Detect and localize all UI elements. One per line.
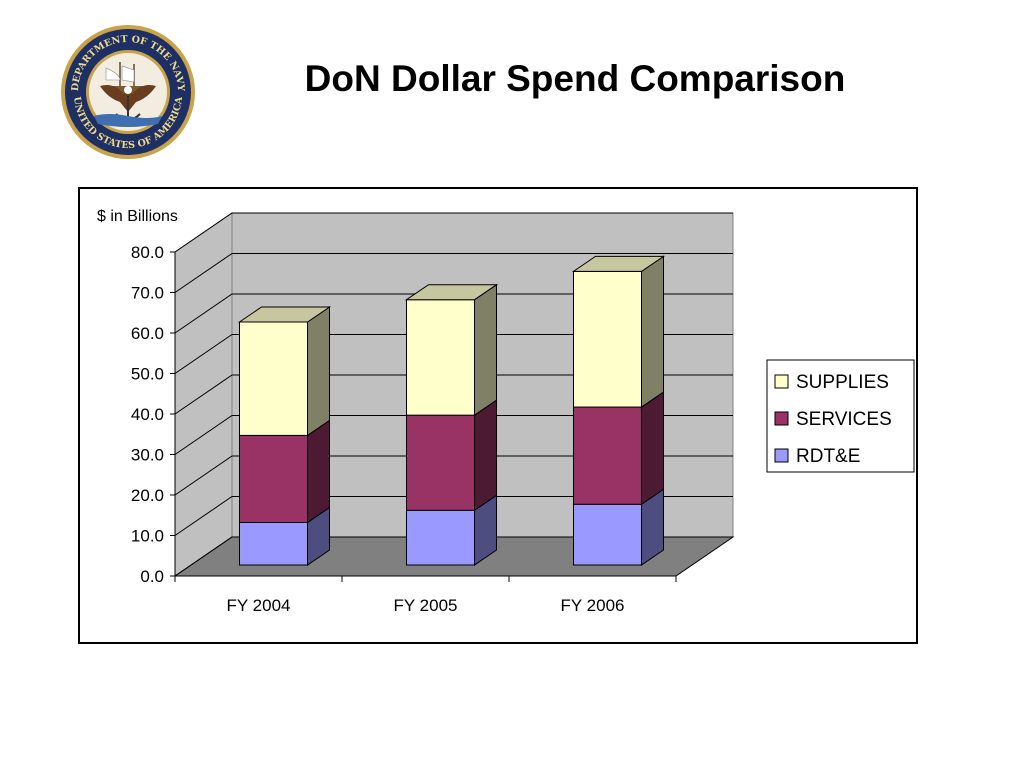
bar-side [307, 306, 330, 437]
legend-item: SUPPLIES [774, 372, 889, 393]
y-tick-label: 40.0 [131, 405, 164, 424]
bar-front [239, 434, 308, 523]
bar-top [571, 255, 666, 272]
chart-frame: 0.0 10.0 20.0 30.0 40.0 50.0 60.0 70.0 80.0 $ in … [78, 187, 918, 644]
bar-top [237, 306, 332, 323]
legend: SUPPLIES SERVICES RDT&E [766, 359, 915, 473]
bar-segment [571, 255, 666, 408]
slide-title: DoN Dollar Spend Comparison [304, 58, 846, 99]
bar-segment [406, 494, 497, 566]
bar-segment [404, 283, 499, 417]
y-tick-label: 70.0 [131, 284, 164, 303]
bar-front [406, 509, 475, 566]
legend-swatch [774, 374, 789, 389]
gridline [174, 536, 733, 577]
gridline [174, 496, 733, 536]
navy-seal-logo: DEPARTMENT OF THE NAVY UNITED STATES OF … [61, 25, 195, 159]
bar-side [641, 391, 664, 506]
y-axis-label: $ in Billions [97, 208, 178, 225]
y-tick-label: 10.0 [131, 527, 164, 546]
legend-swatch [774, 411, 789, 426]
legend-label: SERVICES [796, 409, 892, 430]
x-tick-label: FY 2005 [394, 596, 458, 615]
y-tick-label: 60.0 [131, 324, 164, 343]
gridline [174, 253, 733, 293]
bar-front [239, 321, 308, 436]
bar-segment [573, 488, 664, 566]
gridline [174, 415, 733, 455]
y-tick-label: 50.0 [131, 365, 164, 384]
y-tick-label: 30.0 [131, 446, 164, 465]
bar-side [641, 255, 664, 408]
bar-stack [571, 255, 666, 566]
bar-top [404, 284, 499, 301]
legend-label: SUPPLIES [796, 372, 889, 393]
y-tick-label: 80.0 [131, 243, 164, 262]
gridline [174, 374, 733, 415]
stacked-3d-bar-chart: 0.0 10.0 20.0 30.0 40.0 50.0 60.0 70.0 80.0 $ in … [97, 208, 915, 615]
bar-front [239, 521, 308, 566]
bar-front [406, 414, 475, 511]
legend-box [766, 359, 915, 473]
bar-stack [237, 306, 332, 566]
bar-segment [239, 506, 330, 566]
bar-segment [573, 391, 664, 506]
bar-side [474, 399, 497, 512]
bar-front [573, 406, 642, 505]
legend-swatch [774, 448, 789, 463]
bar-side [474, 283, 497, 417]
bar-segment [237, 306, 332, 437]
gridline [174, 455, 733, 496]
x-tick-label: FY 2006 [561, 596, 625, 615]
legend-item: RDT&E [774, 446, 860, 467]
legend-item: SERVICES [774, 409, 892, 430]
y-tick-label: 20.0 [131, 486, 164, 505]
bar-stack [404, 283, 499, 566]
gridline [174, 334, 733, 374]
gridline [174, 212, 733, 253]
y-tick-label: 0.0 [140, 567, 164, 586]
bar-front [573, 503, 642, 566]
bar-front [573, 270, 642, 408]
bar-segment [239, 419, 330, 524]
bar-front [406, 299, 475, 416]
bar-segment [406, 399, 497, 512]
bar-side [307, 419, 330, 524]
legend-label: RDT&E [796, 446, 860, 467]
x-tick-label: FY 2004 [227, 596, 291, 615]
gridline [174, 293, 733, 334]
